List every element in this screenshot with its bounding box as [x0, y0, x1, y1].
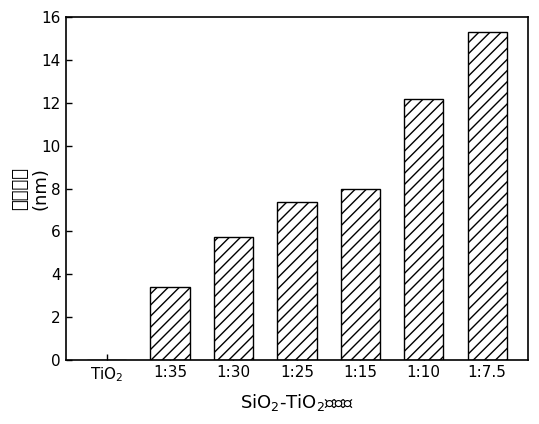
Bar	[277, 203, 316, 360]
Bar	[214, 237, 253, 360]
Bar	[341, 189, 380, 360]
Bar	[150, 287, 190, 360]
Bar	[467, 32, 507, 360]
Y-axis label: 壳层厘度
(nm): 壳层厘度 (nm)	[11, 167, 50, 210]
Bar	[404, 98, 444, 360]
X-axis label: SiO$_2$-TiO$_2$摩尔比: SiO$_2$-TiO$_2$摩尔比	[240, 392, 354, 413]
